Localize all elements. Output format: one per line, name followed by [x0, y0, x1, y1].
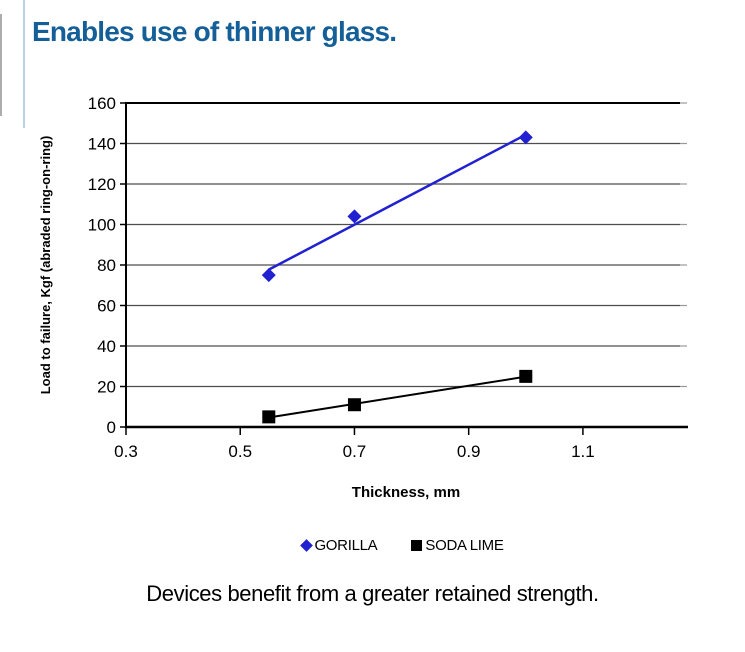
caption: Devices benefit from a greater retained … — [146, 581, 599, 606]
legend-label: SODA LIME — [425, 537, 504, 554]
left-edge-shadow — [0, 14, 2, 116]
left-accent-rule — [23, 0, 25, 128]
legend-item: GORILLA — [300, 537, 378, 554]
slide-title: Enables use of thinner glass. — [32, 16, 397, 47]
trendline-gorilla — [268, 133, 527, 271]
y-tick-label: 20 — [97, 378, 116, 397]
y-tick-label: 120 — [88, 175, 116, 194]
y-tick-label: 140 — [88, 135, 116, 154]
legend-label: GORILLA — [314, 537, 378, 554]
x-tick-label: 0.9 — [457, 442, 481, 461]
trendline-soda-lime — [268, 375, 526, 419]
marker-soda-lime — [347, 398, 361, 412]
marker-soda-lime — [519, 369, 533, 383]
y-axis-title: Load to failure, Kgf (abraded ring-on-ri… — [38, 136, 53, 395]
marker-soda-lime — [262, 410, 276, 424]
legend-item: SODA LIME — [411, 537, 504, 554]
y-tick-label: 100 — [88, 216, 116, 235]
y-tick-label: 80 — [97, 256, 116, 275]
x-tick-label: 0.5 — [228, 442, 252, 461]
chart-legend: GORILLA SODA LIME — [126, 537, 680, 554]
y-tick-label: 60 — [97, 297, 116, 316]
x-tick-label: 0.3 — [114, 442, 138, 461]
x-tick-label: 0.7 — [343, 442, 367, 461]
legend-diamond-icon — [300, 539, 314, 552]
y-tick-label: 0 — [107, 418, 116, 437]
y-tick-label: 160 — [88, 94, 116, 113]
marker-gorilla — [261, 268, 276, 283]
x-axis-title: Thickness, mm — [352, 484, 460, 501]
x-tick-label: 1.1 — [571, 442, 595, 461]
marker-gorilla — [518, 130, 533, 145]
y-tick-label: 40 — [97, 337, 116, 356]
legend-square-icon — [411, 540, 423, 551]
marker-gorilla — [347, 209, 362, 224]
chart: 0 20 40 60 80 100 120 140 160 0.3 0.5 0.7 0.9 1.1 Load… — [38, 94, 688, 501]
